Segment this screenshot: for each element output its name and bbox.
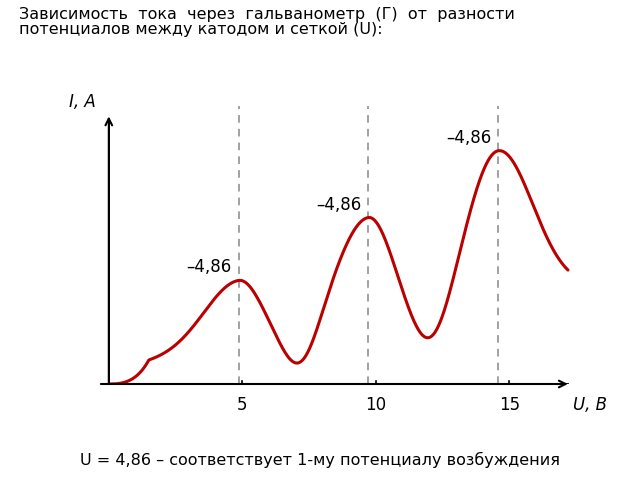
Text: потенциалов между катодом и сеткой (U):: потенциалов между катодом и сеткой (U): — [19, 22, 383, 36]
Text: –4,86: –4,86 — [316, 195, 362, 214]
Text: Зависимость  тока  через  гальванометр  (Г)  от  разности: Зависимость тока через гальванометр (Г) … — [19, 7, 515, 22]
Text: 5: 5 — [237, 396, 248, 414]
Text: 10: 10 — [365, 396, 387, 414]
Text: 15: 15 — [499, 396, 520, 414]
Text: U = 4,86 – соответствует 1-му потенциалу возбуждения: U = 4,86 – соответствует 1-му потенциалу… — [80, 452, 560, 468]
Text: –4,86: –4,86 — [446, 129, 492, 147]
Text: –4,86: –4,86 — [187, 258, 232, 276]
Text: U, В: U, В — [573, 396, 607, 414]
Text: I, А: I, А — [68, 93, 95, 111]
